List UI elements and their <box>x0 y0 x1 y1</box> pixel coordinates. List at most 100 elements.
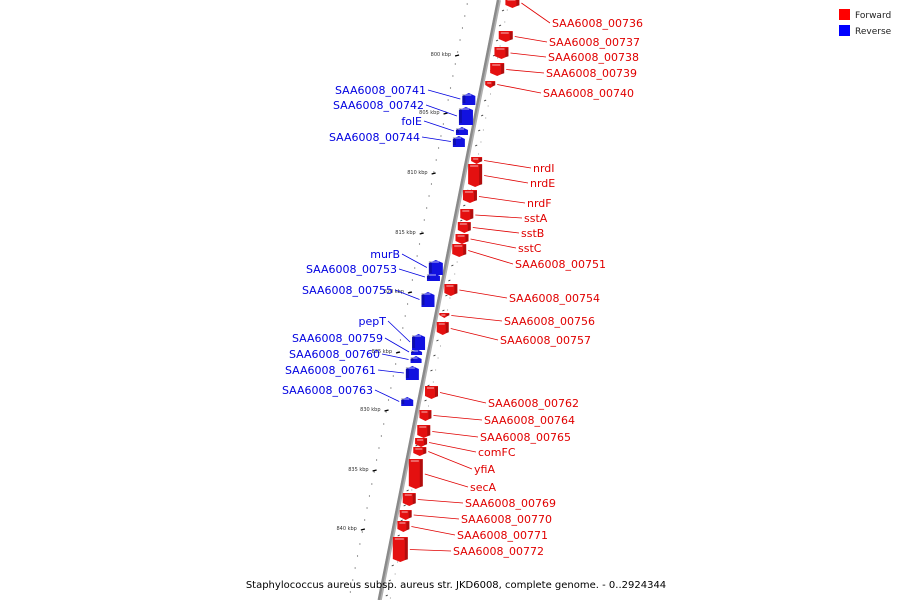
gene-label-SAA6008_00763[interactable]: SAA6008_00763 <box>282 384 373 397</box>
gene-SAA6008_00739[interactable] <box>490 63 505 76</box>
gene-SAA6008_00771[interactable] <box>397 521 410 532</box>
gene-SAA6008_00755[interactable] <box>421 292 435 307</box>
gene-SAA6008_00736[interactable] <box>505 0 520 8</box>
gene-shade <box>462 94 466 103</box>
gene-label-SAA6008_00738[interactable]: SAA6008_00738 <box>548 51 639 64</box>
gene-label-SAA6008_00753[interactable]: SAA6008_00753 <box>306 263 397 276</box>
gene-SAA6008_00760[interactable] <box>410 356 422 363</box>
scale-dot <box>395 363 397 365</box>
gene-label-SAA6008_00740[interactable]: SAA6008_00740 <box>543 87 634 100</box>
gene-nrdF[interactable] <box>462 190 477 203</box>
minor-tick <box>477 129 481 132</box>
gene-label-SAA6008_00762[interactable]: SAA6008_00762 <box>488 397 579 410</box>
gene-label-SAA6008_00742[interactable]: SAA6008_00742 <box>333 99 424 112</box>
gene-SAA6008_00740[interactable] <box>485 81 496 88</box>
gene-label-SAA6008_00761[interactable]: SAA6008_00761 <box>285 364 376 377</box>
gene-SAA6008_00769[interactable] <box>402 493 416 506</box>
minor-tick <box>424 399 427 402</box>
gene-comFC[interactable] <box>415 438 428 447</box>
gene-nrdI[interactable] <box>471 157 483 164</box>
gene-SAA6008_00754[interactable] <box>444 284 458 296</box>
gene-sstC[interactable] <box>455 234 469 244</box>
gene-label-nrdF[interactable]: nrdF <box>527 197 552 210</box>
gene-sstA[interactable] <box>460 209 474 221</box>
gene-SAA6008_00759[interactable] <box>411 349 423 355</box>
gene-label-SAA6008_00759[interactable]: SAA6008_00759 <box>292 332 383 345</box>
minor-tick <box>501 9 505 12</box>
gene-label-pepT[interactable]: pepT <box>359 315 387 328</box>
gene-nrdE[interactable] <box>468 164 483 187</box>
gene-label-nrdE[interactable]: nrdE <box>530 177 555 190</box>
gene-label-SAA6008_00741[interactable]: SAA6008_00741 <box>335 84 426 97</box>
gene-label-SAA6008_00737[interactable]: SAA6008_00737 <box>549 36 640 49</box>
gene-label-secA[interactable]: secA <box>470 481 497 494</box>
gene-SAA6008_00772[interactable] <box>392 537 408 562</box>
gene-label-folE[interactable]: folE <box>401 115 422 128</box>
gene-label-yfiA[interactable]: yfiA <box>474 463 495 476</box>
gene-SAA6008_00764[interactable] <box>419 410 432 421</box>
gene-label-SAA6008_00754[interactable]: SAA6008_00754 <box>509 292 600 305</box>
scale-dot <box>421 231 423 233</box>
gene-label-SAA6008_00736[interactable]: SAA6008_00736 <box>552 17 643 30</box>
gene-sstB[interactable] <box>457 222 471 233</box>
gene-SAA6008_00741[interactable] <box>462 93 476 105</box>
gene-secA[interactable] <box>408 459 423 489</box>
gene-label-SAA6008_00771[interactable]: SAA6008_00771 <box>457 529 548 542</box>
tick-mark <box>419 232 424 235</box>
gene-label-SAA6008_00739[interactable]: SAA6008_00739 <box>546 67 637 80</box>
gene-label-SAA6008_00770[interactable]: SAA6008_00770 <box>461 513 552 526</box>
gene-label-SAA6008_00757[interactable]: SAA6008_00757 <box>500 334 591 347</box>
gene-label-SAA6008_00769[interactable]: SAA6008_00769 <box>465 497 556 510</box>
gene-label-murB[interactable]: murB <box>370 248 400 261</box>
gene-highlight <box>428 274 436 276</box>
gene-label-SAA6008_00755[interactable]: SAA6008_00755 <box>302 284 393 297</box>
gene-SAA6008_00753[interactable] <box>426 273 440 281</box>
tick-mark <box>407 291 413 294</box>
gene-SAA6008_00744[interactable] <box>452 136 465 147</box>
gene-SAA6008_00765[interactable] <box>417 425 431 438</box>
gene-label-SAA6008_00772[interactable]: SAA6008_00772 <box>453 545 544 558</box>
gene-SAA6008_00756[interactable] <box>439 313 450 318</box>
gene-label-SAA6008_00765[interactable]: SAA6008_00765 <box>480 431 571 444</box>
gene-label-SAA6008_00764[interactable]: SAA6008_00764 <box>484 414 575 427</box>
gene-murB[interactable] <box>428 260 443 275</box>
gene-shade <box>509 32 513 40</box>
gene-yfiA[interactable] <box>413 447 427 456</box>
gene-label-sstC[interactable]: sstC <box>518 242 542 255</box>
gene-SAA6008_00757[interactable] <box>436 322 449 335</box>
scale-dot <box>361 531 363 533</box>
gene-pepT[interactable] <box>412 334 426 350</box>
gene-SAA6008_00770[interactable] <box>399 510 412 520</box>
leader-line <box>387 320 411 343</box>
gene-shade <box>427 426 431 436</box>
gene-label-SAA6008_00751[interactable]: SAA6008_00751 <box>515 258 606 271</box>
backbone-line <box>377 0 500 600</box>
gene-label-sstA[interactable]: sstA <box>524 212 548 225</box>
gene-labels[interactable]: SAA6008_00736 SAA6008_00737 SAA6008_00738 S… <box>282 17 643 558</box>
scale-dot <box>375 459 378 461</box>
gene-highlight <box>399 522 406 524</box>
scale-dot <box>457 51 459 53</box>
gene-shade <box>424 439 428 445</box>
gene-shade <box>421 293 425 305</box>
gene-SAA6008_00762[interactable] <box>425 386 439 399</box>
gene-SAA6008_00742[interactable] <box>458 107 473 125</box>
gene-shade <box>479 165 483 185</box>
gene-SAA6008_00763[interactable] <box>401 397 414 406</box>
gene-SAA6008_00737[interactable] <box>498 31 513 42</box>
gene-folE[interactable] <box>455 127 468 135</box>
gene-body <box>462 93 476 105</box>
gene-highlight <box>404 494 412 496</box>
gene-SAA6008_00751[interactable] <box>452 244 467 257</box>
gene-SAA6008_00738[interactable] <box>494 47 509 59</box>
gene-label-nrdI[interactable]: nrdI <box>533 162 555 175</box>
gene-label-SAA6008_00744[interactable]: SAA6008_00744 <box>329 131 420 144</box>
gene-label-SAA6008_00756[interactable]: SAA6008_00756 <box>504 315 595 328</box>
gene-SAA6008_00761[interactable] <box>405 366 419 380</box>
gene-label-comFC[interactable]: comFC <box>478 446 516 459</box>
gene-label-SAA6008_00760[interactable]: SAA6008_00760 <box>289 348 380 361</box>
gene-label-sstB[interactable]: sstB <box>521 227 544 240</box>
gene-highlight <box>438 323 445 325</box>
scale-dot <box>378 447 380 449</box>
gene-shade <box>446 314 450 316</box>
